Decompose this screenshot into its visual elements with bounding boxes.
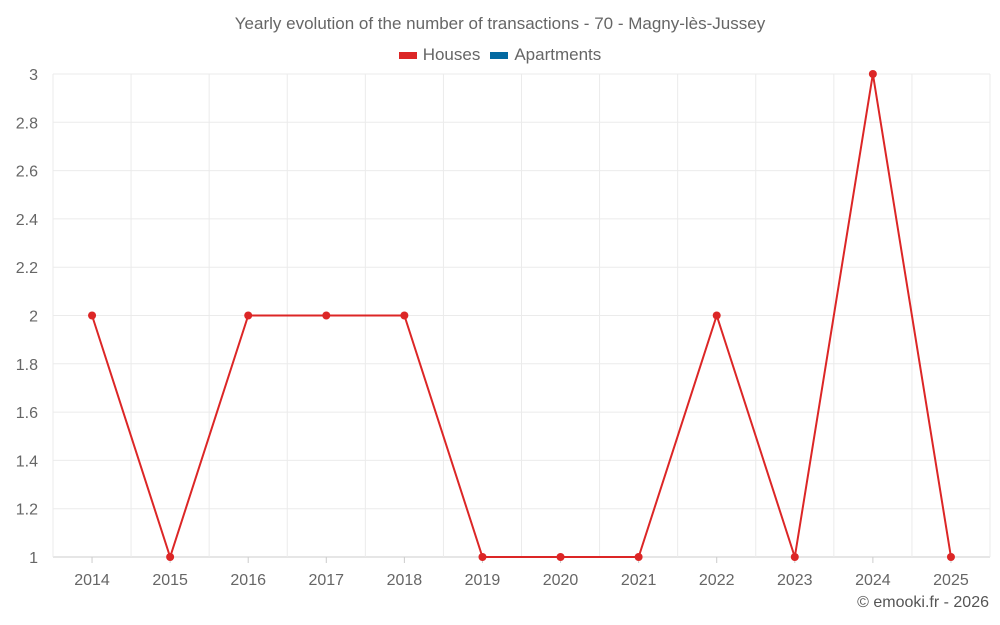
y-tick-label: 2.6: [16, 164, 38, 181]
data-point: [166, 553, 175, 561]
x-tick-label: 2015: [152, 572, 188, 589]
data-point: [634, 553, 643, 561]
data-point: [556, 553, 565, 561]
x-tick-label: 2018: [387, 572, 423, 589]
x-tick-label: 2019: [465, 572, 501, 589]
data-point: [400, 311, 409, 320]
legend-label-apartments: Apartments: [514, 45, 602, 64]
x-tick-label: 2021: [621, 572, 657, 589]
y-tick-label: 1.8: [16, 357, 38, 374]
x-tick-label: 2023: [777, 572, 813, 589]
legend-swatch-apartments: [490, 51, 509, 59]
data-point: [868, 70, 877, 78]
x-tick-label: 2022: [699, 572, 735, 589]
y-tick-label: 1.6: [16, 405, 38, 422]
x-tick-label: 2014: [74, 572, 110, 589]
data-point: [88, 311, 97, 320]
x-tick-label: 2024: [855, 572, 891, 589]
y-tick-label: 1.2: [16, 502, 38, 519]
data-point: [478, 553, 487, 561]
credit: © emooki.fr - 2026: [857, 594, 989, 611]
x-tick-label: 2025: [933, 572, 969, 589]
x-tick-label: 2016: [230, 572, 266, 589]
data-point: [790, 553, 799, 561]
legend: Houses Apartments: [0, 45, 1000, 65]
legend-swatch-houses: [398, 51, 417, 59]
x-tick-label: 2017: [308, 572, 344, 589]
data-point: [712, 311, 721, 320]
x-tick-label: 2020: [543, 572, 579, 589]
legend-item-houses[interactable]: Houses: [398, 45, 481, 65]
legend-label-houses: Houses: [422, 45, 481, 64]
data-point: [244, 311, 253, 320]
y-tick-label: 1: [29, 550, 38, 567]
data-point: [946, 553, 955, 561]
y-tick-label: 2.2: [16, 260, 38, 277]
y-tick-label: 2: [29, 309, 38, 326]
data-point: [322, 311, 331, 320]
chart-title: Yearly evolution of the number of transa…: [234, 14, 766, 33]
y-tick-label: 2.8: [16, 115, 38, 132]
y-tick-label: 1.4: [16, 453, 38, 470]
legend-item-apartments[interactable]: Apartments: [490, 45, 601, 65]
y-tick-label: 3: [29, 67, 38, 84]
series-line-houses: [91, 73, 952, 561]
y-tick-label: 2.4: [16, 212, 38, 229]
